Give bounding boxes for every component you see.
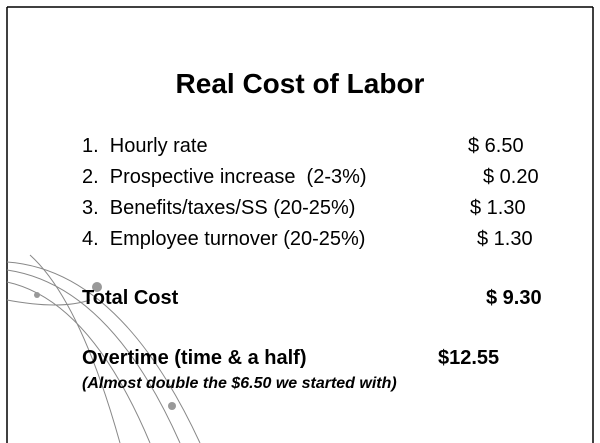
item-amount: $ 1.30 bbox=[470, 197, 526, 219]
dot bbox=[34, 292, 40, 298]
overtime-label: Overtime (time & a half) bbox=[82, 347, 307, 369]
item-label: 3. Benefits/taxes/SS (20-25%) bbox=[82, 197, 356, 219]
item-label: 1. Hourly rate bbox=[82, 135, 208, 157]
note: (Almost double the $6.50 we started with… bbox=[82, 375, 397, 392]
item-label: 4. Employee turnover (20-25%) bbox=[82, 228, 366, 250]
item-amount: $ 0.20 bbox=[483, 166, 539, 188]
arcs bbox=[6, 254, 201, 443]
item-amount: $ 1.30 bbox=[477, 228, 533, 250]
dot bbox=[92, 282, 102, 292]
item-label: 2. Prospective increase (2-3%) bbox=[82, 166, 367, 188]
title: Real Cost of Labor bbox=[175, 68, 425, 99]
total-amount: $ 9.30 bbox=[486, 287, 542, 309]
item-amount: $ 6.50 bbox=[468, 135, 524, 157]
dot bbox=[168, 402, 176, 410]
total-label: Total Cost bbox=[82, 287, 179, 309]
overtime-amount: $12.55 bbox=[438, 347, 500, 369]
